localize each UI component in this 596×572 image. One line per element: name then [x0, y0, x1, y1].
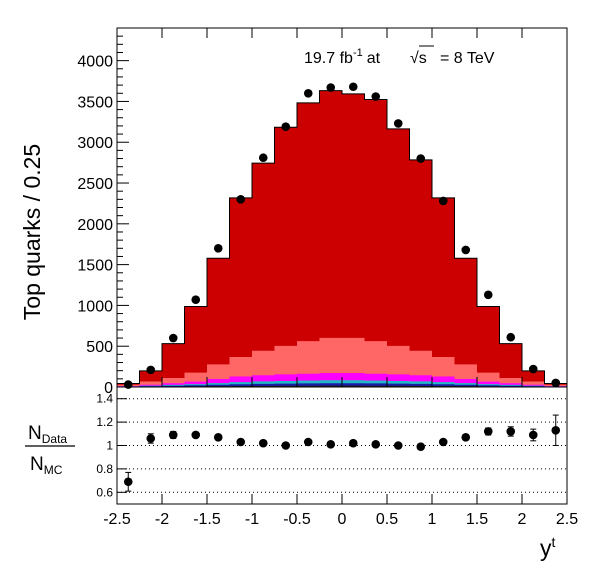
ratio-y-tick-label: 0.6	[96, 485, 113, 499]
main-y-tick-label: 0	[104, 380, 113, 397]
x-tick-label: -2	[155, 511, 169, 528]
ratio-point	[213, 433, 223, 442]
data-point	[146, 365, 156, 375]
data-point	[528, 364, 538, 374]
data-point	[371, 92, 381, 101]
energy-label: = 8 TeV	[440, 50, 495, 67]
x-tick-label: -2.5	[103, 511, 131, 528]
data-point	[393, 119, 403, 128]
ratio-point	[258, 438, 268, 448]
data-point	[326, 83, 336, 92]
lumi-value: 19.7 fb	[304, 50, 353, 67]
ratio-point	[303, 437, 313, 447]
main-y-tick-label: 4000	[77, 54, 113, 71]
ratio-y-tick-label: 1.4	[96, 392, 113, 406]
ratio-y-axis-title: NData NMC	[25, 423, 75, 477]
lumi-exponent: -1	[353, 47, 363, 59]
x-tick-label: -0.5	[283, 511, 311, 528]
data-point	[281, 122, 291, 132]
data-point	[506, 332, 516, 342]
main-axes: 0 500 1000 1500 2000 2500 3000 3500 4000	[77, 27, 568, 397]
main-y-tick-label: 500	[86, 339, 113, 356]
ratio-point	[416, 442, 426, 451]
data-point	[213, 243, 223, 253]
main-y-tick-label: 2500	[77, 176, 113, 193]
lumi-at: at	[367, 50, 381, 67]
ratio-grid	[117, 398, 567, 493]
ratio-point	[236, 437, 246, 447]
data-point	[168, 333, 178, 343]
x-axis-title: yt	[540, 534, 556, 561]
ratio-numerator: NData	[28, 423, 67, 446]
data-point	[191, 295, 201, 304]
x-tick-label: 0.5	[376, 511, 398, 528]
ratio-y-tick-label: 1	[106, 439, 113, 453]
ratio-point	[168, 430, 178, 440]
ratio-y-tick-label: 0.8	[96, 462, 113, 476]
ratio-point	[551, 425, 561, 435]
ratio-point	[371, 440, 381, 449]
main-y-tick-label: 1500	[77, 258, 113, 275]
ratio-point	[123, 477, 133, 487]
x-tick-label: 1.5	[466, 511, 488, 528]
main-y-tick-label: 3500	[77, 94, 113, 111]
data-point	[416, 154, 426, 163]
main-y-tick-label: 1000	[77, 298, 113, 315]
ratio-point	[483, 427, 493, 436]
data-point	[348, 82, 358, 92]
x-tick-label: 0	[338, 511, 347, 528]
x-tick-label: -1	[245, 511, 259, 528]
ratio-point	[461, 433, 471, 442]
ratio-y-tick-label: 1.2	[96, 415, 113, 429]
x-tick-label: 2.5	[556, 511, 578, 528]
x-tick-label: 1	[428, 511, 437, 528]
y-axis-title: Top quarks / 0.25	[19, 144, 45, 320]
data-point	[438, 196, 448, 206]
ratio-axes: 0.6 0.8 1 1.2 1.4 -2.5 -2 -1.5 -1 -0.5 0 0.5 1 1.5 2 2.…	[96, 386, 578, 528]
ratio-point	[528, 430, 538, 440]
stack-component-5	[117, 90, 567, 388]
ratio-point	[348, 438, 358, 448]
ratio-point	[326, 440, 336, 449]
data-point	[258, 153, 268, 163]
ratio-points	[123, 414, 561, 492]
data-point	[551, 378, 561, 388]
x-tick-label: -1.5	[193, 511, 221, 528]
data-points	[123, 82, 561, 389]
data-point	[123, 380, 133, 389]
ratio-point	[438, 437, 448, 447]
ratio-point	[281, 441, 291, 450]
stack-total-outline	[116, 90, 568, 387]
ratio-point	[146, 434, 156, 443]
ratio-denominator: NMC	[30, 454, 63, 477]
ratio-point	[191, 430, 201, 440]
x-tick-label: 2	[518, 511, 527, 528]
data-point	[461, 245, 471, 255]
main-y-tick-label: 2000	[77, 217, 113, 234]
ratio-point	[506, 427, 516, 436]
sqrt-s: √s	[410, 50, 427, 67]
stacked-histogram	[116, 90, 568, 388]
data-point	[303, 88, 313, 98]
data-point	[483, 290, 493, 300]
ratio-point	[393, 441, 403, 450]
main-y-tick-label: 3000	[77, 135, 113, 152]
luminosity-label: 19.7 fb-1 at √s = 8 TeV	[304, 45, 495, 67]
svg-text:19.7 fb-1at: 19.7 fb-1 at	[304, 47, 381, 67]
stack-component-4	[117, 337, 567, 387]
data-point	[236, 195, 246, 204]
